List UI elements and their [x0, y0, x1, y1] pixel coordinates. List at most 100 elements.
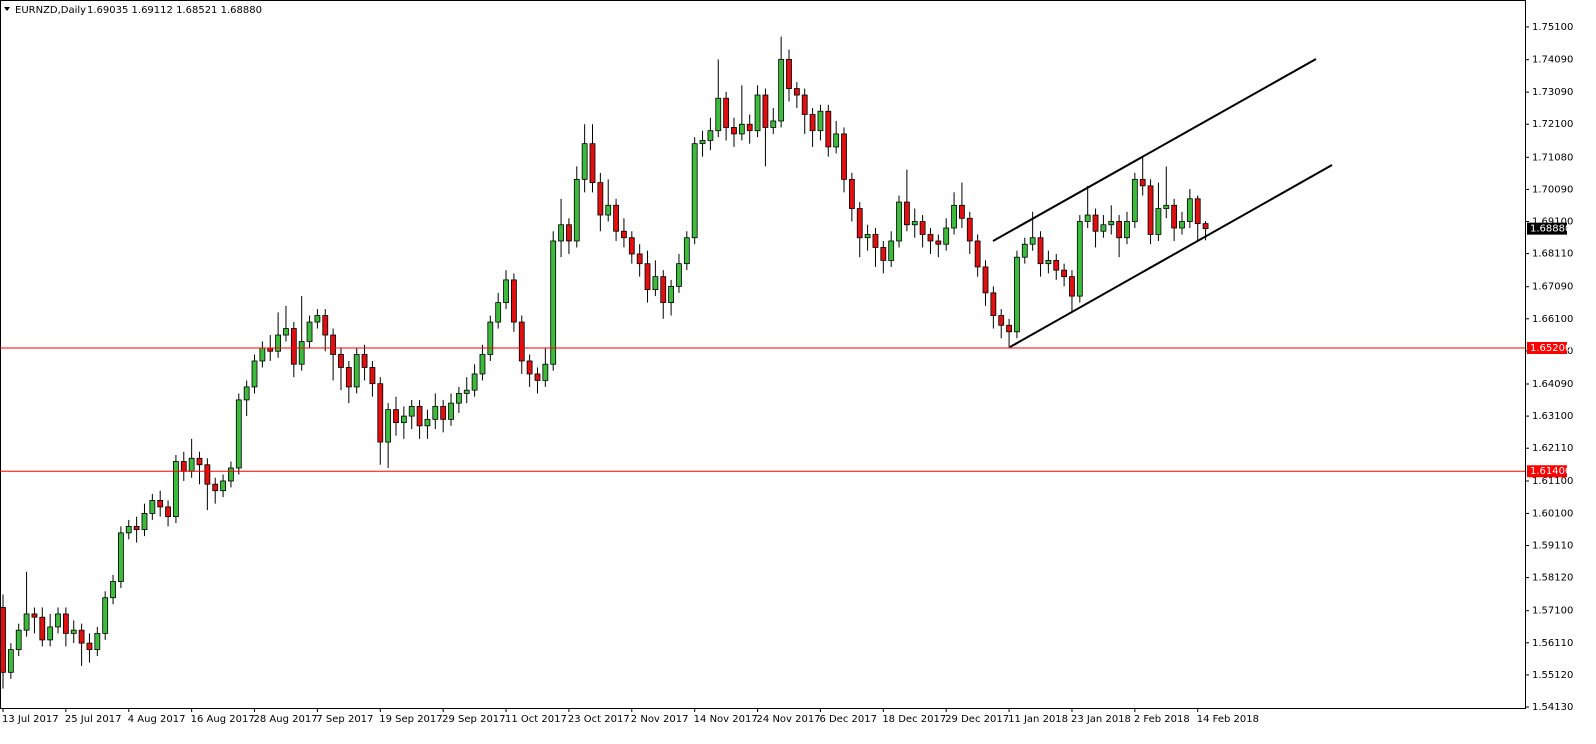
candle-body — [880, 247, 887, 261]
y-tick-label: 1.59110 — [1532, 541, 1573, 552]
candle-body — [1116, 221, 1123, 239]
y-tick-label: 1.58120 — [1532, 573, 1573, 584]
y-tick-label: 1.57100 — [1532, 606, 1573, 617]
candle-body — [110, 581, 116, 599]
candle-body — [165, 506, 171, 518]
candle-body — [660, 276, 667, 303]
candle-body — [345, 367, 352, 388]
candle-body — [825, 110, 832, 148]
y-tick-label: 1.66100 — [1532, 314, 1573, 325]
last-price-box — [1527, 222, 1567, 235]
candle-body — [817, 110, 824, 132]
candle-body — [157, 500, 164, 508]
candle-body — [573, 178, 580, 242]
candle-body — [23, 613, 30, 631]
y-tick-label: 1.72100 — [1532, 119, 1573, 130]
candle-body — [487, 321, 494, 355]
candle-body — [15, 629, 22, 651]
x-tick-label: 6 Dec 2017 — [819, 714, 877, 725]
candle-body — [770, 120, 777, 128]
candle-body — [385, 409, 392, 443]
y-tick-label: 1.56110 — [1532, 638, 1573, 649]
candle-body — [605, 204, 612, 216]
candle-body — [848, 178, 855, 209]
candle-body — [1194, 198, 1201, 225]
candle-body — [526, 360, 533, 375]
candle-body — [78, 629, 85, 644]
y-tick-label: 1.74090 — [1532, 55, 1573, 66]
candle-body — [377, 383, 384, 443]
y-tick-label: 1.67090 — [1532, 282, 1573, 293]
candle-body — [125, 525, 132, 534]
candle-body — [566, 224, 572, 242]
candle-body — [408, 405, 415, 417]
x-tick-label: 28 Aug 2017 — [254, 714, 318, 725]
candle-body — [471, 373, 478, 391]
candle-body — [62, 613, 69, 634]
candle-body — [393, 409, 399, 423]
candle-body — [47, 626, 54, 641]
candle-body — [1069, 276, 1075, 297]
candle-body — [1014, 256, 1020, 333]
candle-body — [1061, 269, 1067, 278]
candle-body — [1186, 198, 1193, 222]
candle-body — [896, 201, 902, 242]
candle-body — [801, 94, 808, 115]
candle-body — [259, 347, 266, 362]
x-tick-label: 13 Jul 2017 — [2, 714, 59, 725]
candle-body — [786, 58, 792, 89]
candle-body — [621, 230, 627, 239]
x-tick-label: 14 Nov 2017 — [694, 714, 758, 725]
candle-body — [676, 263, 682, 287]
candle-body — [534, 373, 541, 381]
candle-body — [715, 97, 722, 132]
candle-body — [235, 399, 242, 469]
x-tick-label: 29 Sep 2017 — [442, 714, 505, 725]
candle-body — [809, 114, 816, 132]
x-tick-label: 11 Jan 2018 — [1008, 714, 1068, 725]
candle-body — [275, 334, 282, 352]
candle-body — [228, 467, 234, 482]
candle-body — [243, 386, 250, 401]
y-tick-label: 1.68110 — [1532, 249, 1573, 260]
y-tick-label: 1.73090 — [1532, 87, 1573, 98]
x-tick-label: 2 Feb 2018 — [1134, 714, 1190, 725]
candle-body — [1171, 204, 1178, 229]
y-tick-label: 1.71080 — [1532, 152, 1573, 163]
candle-body — [188, 457, 195, 472]
candle-body — [1108, 221, 1115, 226]
candle-body — [636, 253, 643, 265]
candle-body — [251, 360, 258, 388]
candle-body — [723, 97, 730, 128]
candle-body — [1202, 223, 1209, 230]
candle-body — [455, 393, 462, 404]
candle-body — [1076, 221, 1083, 297]
candle-body — [503, 279, 509, 303]
candle-body — [31, 613, 38, 618]
candle-body — [864, 234, 871, 239]
candle-body — [495, 302, 502, 323]
candle-body — [204, 464, 211, 485]
menu-arrow — [4, 7, 10, 11]
header-values: 1.69035 1.69112 1.68521 1.68880 — [87, 5, 262, 16]
candle-body — [943, 227, 950, 245]
candle-body — [212, 483, 219, 492]
candle-body — [1163, 204, 1170, 209]
candle-body — [738, 123, 745, 135]
candle-body — [628, 237, 635, 255]
candle-body — [1037, 237, 1044, 265]
candle-body — [1147, 185, 1154, 235]
y-tick-label: 1.75100 — [1532, 22, 1573, 33]
candle-body — [463, 389, 470, 394]
channel-lower — [1009, 164, 1333, 348]
candle-body — [0, 607, 6, 673]
candle-body — [424, 418, 431, 427]
candle-body — [298, 341, 305, 365]
candle-body — [644, 263, 651, 291]
candle-body — [731, 127, 737, 135]
y-tick-label: 1.61100 — [1532, 476, 1573, 487]
channel-upper — [992, 58, 1317, 242]
candle-body — [448, 402, 454, 420]
x-tick-label: 23 Jan 2018 — [1071, 714, 1131, 725]
